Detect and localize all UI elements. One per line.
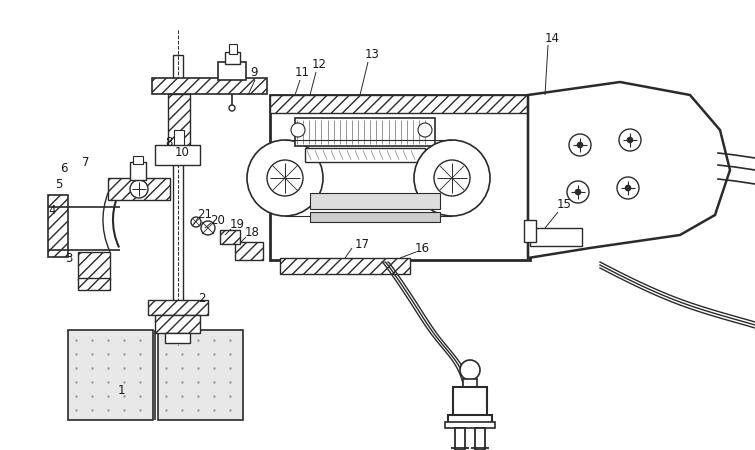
Bar bbox=[133, 156, 143, 164]
Bar bbox=[445, 422, 495, 428]
Bar bbox=[448, 415, 492, 423]
Bar bbox=[235, 242, 263, 260]
Bar bbox=[530, 228, 582, 246]
Circle shape bbox=[575, 189, 581, 195]
Bar bbox=[305, 148, 425, 162]
Text: 11: 11 bbox=[295, 66, 310, 78]
Bar bbox=[270, 95, 530, 260]
Bar bbox=[218, 62, 246, 80]
Bar bbox=[295, 118, 435, 146]
Text: 20: 20 bbox=[210, 213, 225, 226]
Bar bbox=[108, 178, 170, 200]
Text: 16: 16 bbox=[415, 242, 430, 255]
Text: 15: 15 bbox=[557, 198, 572, 211]
Bar bbox=[310, 212, 440, 222]
Text: 17: 17 bbox=[355, 238, 370, 252]
Circle shape bbox=[434, 160, 470, 196]
Bar bbox=[130, 162, 146, 180]
Circle shape bbox=[418, 123, 432, 137]
Text: 7: 7 bbox=[82, 157, 90, 170]
Bar bbox=[174, 130, 184, 165]
Text: 6: 6 bbox=[60, 162, 67, 175]
Text: 2: 2 bbox=[198, 292, 205, 305]
Circle shape bbox=[460, 360, 480, 380]
Text: 12: 12 bbox=[312, 58, 327, 72]
Bar bbox=[78, 278, 110, 290]
Text: 19: 19 bbox=[230, 219, 245, 231]
Text: 14: 14 bbox=[545, 32, 560, 45]
Text: 1: 1 bbox=[118, 383, 125, 396]
Bar bbox=[48, 195, 68, 257]
Polygon shape bbox=[528, 82, 730, 258]
Bar bbox=[68, 330, 153, 420]
Circle shape bbox=[291, 123, 305, 137]
Circle shape bbox=[414, 140, 490, 216]
Bar bbox=[220, 230, 240, 244]
Text: 4: 4 bbox=[48, 203, 56, 216]
Bar bbox=[168, 94, 190, 162]
Circle shape bbox=[130, 180, 148, 198]
Text: 5: 5 bbox=[55, 179, 63, 192]
Circle shape bbox=[627, 137, 633, 143]
Bar bbox=[152, 78, 267, 94]
Text: 9: 9 bbox=[250, 66, 257, 78]
Text: 13: 13 bbox=[365, 49, 380, 62]
Circle shape bbox=[619, 129, 641, 151]
Bar bbox=[229, 44, 237, 54]
Text: 21: 21 bbox=[197, 208, 212, 221]
Text: 18: 18 bbox=[245, 226, 260, 239]
Circle shape bbox=[267, 160, 303, 196]
Bar bbox=[524, 220, 536, 242]
Circle shape bbox=[567, 181, 589, 203]
Bar bbox=[310, 193, 440, 209]
Bar bbox=[270, 95, 530, 113]
Circle shape bbox=[569, 134, 591, 156]
Circle shape bbox=[617, 177, 639, 199]
Bar bbox=[78, 252, 110, 280]
Bar bbox=[165, 333, 190, 343]
Bar bbox=[148, 300, 208, 315]
Bar bbox=[280, 258, 410, 274]
Bar bbox=[475, 428, 485, 450]
Circle shape bbox=[191, 217, 201, 227]
Text: 8: 8 bbox=[165, 136, 172, 149]
Circle shape bbox=[201, 221, 215, 235]
Bar bbox=[453, 387, 487, 417]
Circle shape bbox=[625, 185, 631, 191]
Text: 10: 10 bbox=[175, 147, 190, 159]
Bar bbox=[455, 428, 465, 450]
Bar bbox=[155, 145, 200, 165]
Text: 3: 3 bbox=[65, 252, 72, 265]
Bar bbox=[158, 330, 243, 420]
Bar bbox=[173, 55, 183, 335]
Bar bbox=[463, 379, 477, 387]
Circle shape bbox=[577, 142, 583, 148]
Circle shape bbox=[229, 105, 235, 111]
Bar bbox=[155, 315, 200, 333]
Bar bbox=[225, 52, 240, 64]
Circle shape bbox=[247, 140, 323, 216]
